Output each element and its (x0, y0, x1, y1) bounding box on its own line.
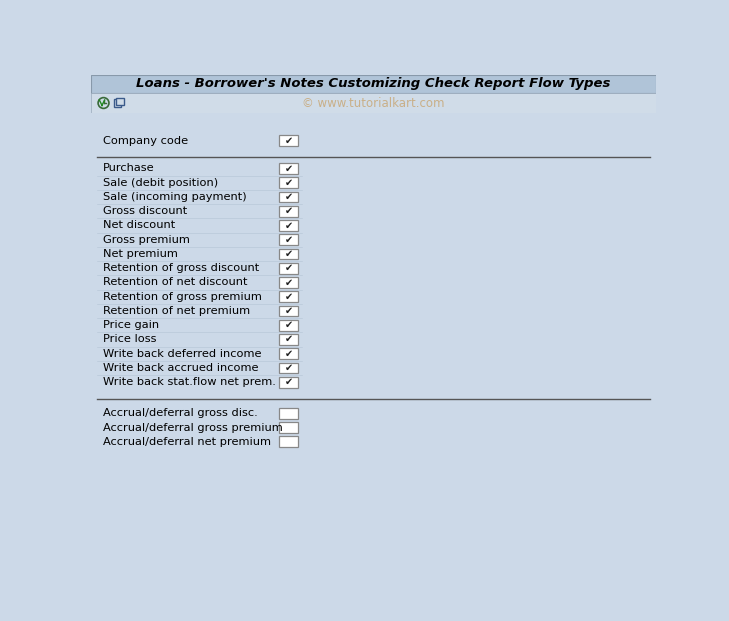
Text: Purchase: Purchase (103, 163, 155, 173)
Text: Accrual/deferral gross disc.: Accrual/deferral gross disc. (103, 409, 257, 419)
Text: ✔: ✔ (285, 178, 293, 188)
FancyBboxPatch shape (279, 437, 298, 447)
Text: Company code: Company code (103, 136, 188, 146)
FancyBboxPatch shape (279, 377, 298, 388)
FancyBboxPatch shape (279, 163, 298, 174)
FancyBboxPatch shape (279, 178, 298, 188)
Text: ✔: ✔ (285, 163, 293, 173)
FancyBboxPatch shape (279, 191, 298, 202)
Text: Accrual/deferral net premium: Accrual/deferral net premium (103, 437, 270, 447)
FancyBboxPatch shape (279, 234, 298, 245)
Text: ✔: ✔ (285, 206, 293, 216)
Text: ✔: ✔ (285, 306, 293, 316)
FancyBboxPatch shape (91, 93, 656, 113)
Text: Retention of gross premium: Retention of gross premium (103, 292, 262, 302)
FancyBboxPatch shape (279, 363, 298, 373)
FancyBboxPatch shape (279, 291, 298, 302)
Text: Sale (incoming payment): Sale (incoming payment) (103, 192, 246, 202)
FancyBboxPatch shape (279, 277, 298, 288)
FancyBboxPatch shape (279, 348, 298, 359)
Text: ✔: ✔ (285, 334, 293, 345)
Text: Write back deferred income: Write back deferred income (103, 348, 261, 359)
Text: ✔: ✔ (285, 292, 293, 302)
Text: Gross premium: Gross premium (103, 235, 190, 245)
FancyBboxPatch shape (279, 263, 298, 274)
Text: ✔: ✔ (285, 278, 293, 288)
Text: Accrual/deferral gross premium: Accrual/deferral gross premium (103, 422, 283, 433)
FancyBboxPatch shape (279, 220, 298, 231)
Text: Sale (debit position): Sale (debit position) (103, 178, 218, 188)
Text: Write back stat.flow net prem.: Write back stat.flow net prem. (103, 377, 276, 387)
Text: Net discount: Net discount (103, 220, 175, 230)
Text: ✔: ✔ (285, 320, 293, 330)
FancyBboxPatch shape (116, 97, 124, 106)
FancyBboxPatch shape (114, 99, 121, 107)
FancyBboxPatch shape (279, 248, 298, 260)
Text: Price loss: Price loss (103, 334, 156, 345)
Text: ✔: ✔ (285, 377, 293, 387)
Text: Price gain: Price gain (103, 320, 159, 330)
Text: ✔: ✔ (285, 136, 293, 146)
FancyBboxPatch shape (279, 320, 298, 330)
FancyBboxPatch shape (279, 422, 298, 433)
Text: Write back accrued income: Write back accrued income (103, 363, 258, 373)
Text: ✔: ✔ (285, 348, 293, 359)
Text: ✔: ✔ (285, 263, 293, 273)
Text: Net premium: Net premium (103, 249, 178, 259)
FancyBboxPatch shape (279, 135, 298, 146)
Text: Retention of net discount: Retention of net discount (103, 278, 247, 288)
FancyBboxPatch shape (279, 206, 298, 217)
FancyBboxPatch shape (279, 408, 298, 419)
Text: Retention of gross discount: Retention of gross discount (103, 263, 259, 273)
Text: Loans - Borrower's Notes Customizing Check Report Flow Types: Loans - Borrower's Notes Customizing Che… (136, 77, 611, 90)
FancyBboxPatch shape (91, 113, 656, 553)
Text: Retention of net premium: Retention of net premium (103, 306, 250, 316)
Text: ✔: ✔ (285, 192, 293, 202)
Text: © www.tutorialkart.com: © www.tutorialkart.com (303, 96, 445, 109)
Text: ✔: ✔ (285, 249, 293, 259)
Text: ✔: ✔ (285, 235, 293, 245)
Text: ✔: ✔ (285, 363, 293, 373)
FancyBboxPatch shape (91, 75, 656, 93)
Text: ✔: ✔ (285, 220, 293, 230)
Text: Gross discount: Gross discount (103, 206, 187, 216)
FancyBboxPatch shape (279, 334, 298, 345)
FancyBboxPatch shape (279, 306, 298, 316)
